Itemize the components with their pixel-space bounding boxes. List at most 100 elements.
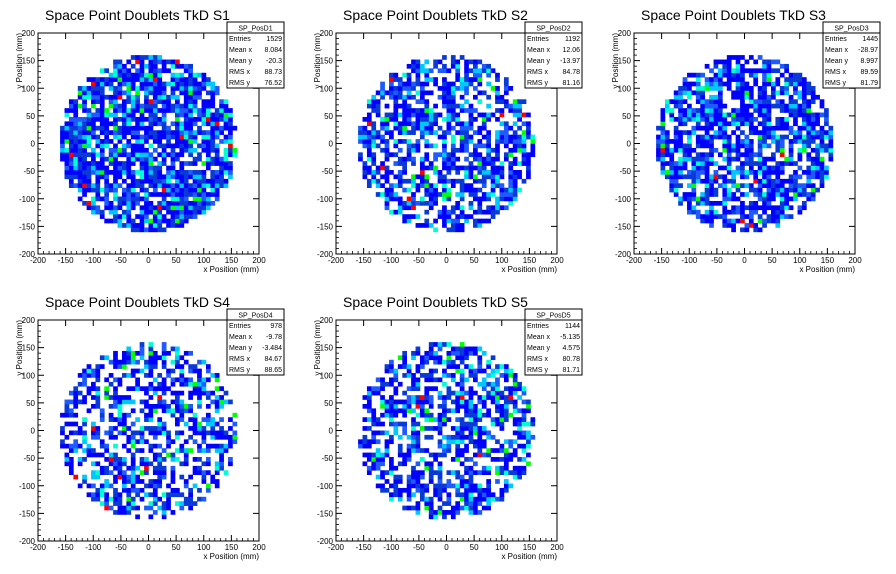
bin-cell <box>748 205 754 211</box>
bin-cell <box>824 147 829 153</box>
bin-cell <box>731 121 736 127</box>
bin-cell <box>735 63 741 69</box>
bin-cell <box>664 147 670 153</box>
bin-cell <box>678 94 683 100</box>
bin-cell <box>402 130 408 135</box>
bin-cell <box>797 156 803 162</box>
bin-cell <box>424 412 430 418</box>
bin-cell <box>152 178 158 184</box>
bin-cell <box>486 395 491 400</box>
bin-cell <box>726 86 732 91</box>
x-tick-label: -100 <box>85 543 102 552</box>
bin-cell <box>397 399 403 405</box>
bin-cell <box>753 116 759 122</box>
bin-cell <box>757 86 763 91</box>
bin-cell <box>486 364 491 369</box>
bin-cell <box>521 390 527 396</box>
bin-cell <box>682 174 688 180</box>
bin-cell <box>801 134 807 140</box>
bin-cell <box>508 386 514 392</box>
bin-cell <box>797 134 803 140</box>
bin-cell <box>144 147 149 153</box>
bin-cell <box>175 214 180 219</box>
bin-cell <box>139 103 145 109</box>
bin-cell <box>726 81 732 87</box>
bin-cell <box>411 386 416 392</box>
bin-cell <box>428 342 434 347</box>
bin-cell <box>402 355 408 361</box>
bin-cell <box>82 377 87 383</box>
bin-cell <box>192 94 198 100</box>
bin-cell <box>481 174 487 180</box>
bin-cell <box>757 214 763 219</box>
bin-cell <box>428 465 434 471</box>
bin-cell <box>464 408 469 414</box>
bin-cell <box>419 483 425 489</box>
bin-cell <box>428 452 434 458</box>
bin-cell <box>700 200 706 206</box>
bin-cell <box>779 121 785 127</box>
bin-cell <box>192 130 198 135</box>
stats-label: Mean x <box>527 334 550 341</box>
stats-label: RMS x <box>229 69 251 76</box>
bin-cell <box>704 192 710 197</box>
bin-cell <box>704 103 710 109</box>
bin-cell <box>713 59 719 65</box>
bin-cell <box>731 156 736 162</box>
bin-cell <box>91 77 96 82</box>
bin-cell <box>468 434 474 440</box>
bin-cell <box>197 86 202 91</box>
bin-cell <box>433 77 438 82</box>
bin-cell <box>371 412 377 418</box>
bin-cell <box>393 99 399 105</box>
bin-cell <box>113 386 118 392</box>
bin-cell <box>508 399 514 405</box>
bin-cell <box>695 108 701 113</box>
bin-cell <box>503 130 509 135</box>
bin-cell <box>91 86 96 91</box>
bin-cell <box>819 134 825 140</box>
bin-cell <box>366 452 372 458</box>
bin-cell <box>175 178 180 184</box>
bin-cell <box>152 386 158 392</box>
bin-cell <box>744 161 750 166</box>
bin-cell <box>135 377 140 383</box>
bin-cell <box>735 143 741 149</box>
bin-cell <box>197 72 202 78</box>
bin-cell <box>166 68 171 74</box>
bin-cell <box>86 483 92 489</box>
bin-cell <box>446 81 452 87</box>
bin-cell <box>495 479 500 484</box>
bin-cell <box>188 68 193 74</box>
bin-cell <box>126 187 132 193</box>
bin-cell <box>468 152 474 158</box>
bin-cell <box>766 200 772 206</box>
bin-cell <box>406 143 412 149</box>
bin-cell <box>188 492 193 498</box>
bin-cell <box>459 430 465 436</box>
bin-cell <box>473 452 478 458</box>
bin-cell <box>687 209 692 215</box>
bin-cell <box>810 196 816 202</box>
bin-cell <box>148 386 154 392</box>
bin-cell <box>766 174 772 180</box>
bin-cell <box>170 457 176 462</box>
bin-cell <box>464 59 469 65</box>
bin-cell <box>117 196 123 202</box>
bin-cell <box>664 108 670 113</box>
bin-cell <box>775 121 781 127</box>
bin-cell <box>801 147 807 153</box>
bin-cell <box>82 94 87 100</box>
bin-cell <box>95 492 101 498</box>
bin-cell <box>481 381 487 387</box>
bin-cell <box>86 187 92 193</box>
bin-cell <box>695 200 701 206</box>
bin-cell <box>366 139 372 144</box>
bin-cell <box>91 492 96 498</box>
bin-cell <box>60 152 65 158</box>
bin-cell <box>740 55 745 60</box>
bin-cell <box>682 152 688 158</box>
bin-cell <box>801 112 807 118</box>
y-tick-label: -50 <box>23 167 35 176</box>
bin-cell <box>91 381 96 387</box>
